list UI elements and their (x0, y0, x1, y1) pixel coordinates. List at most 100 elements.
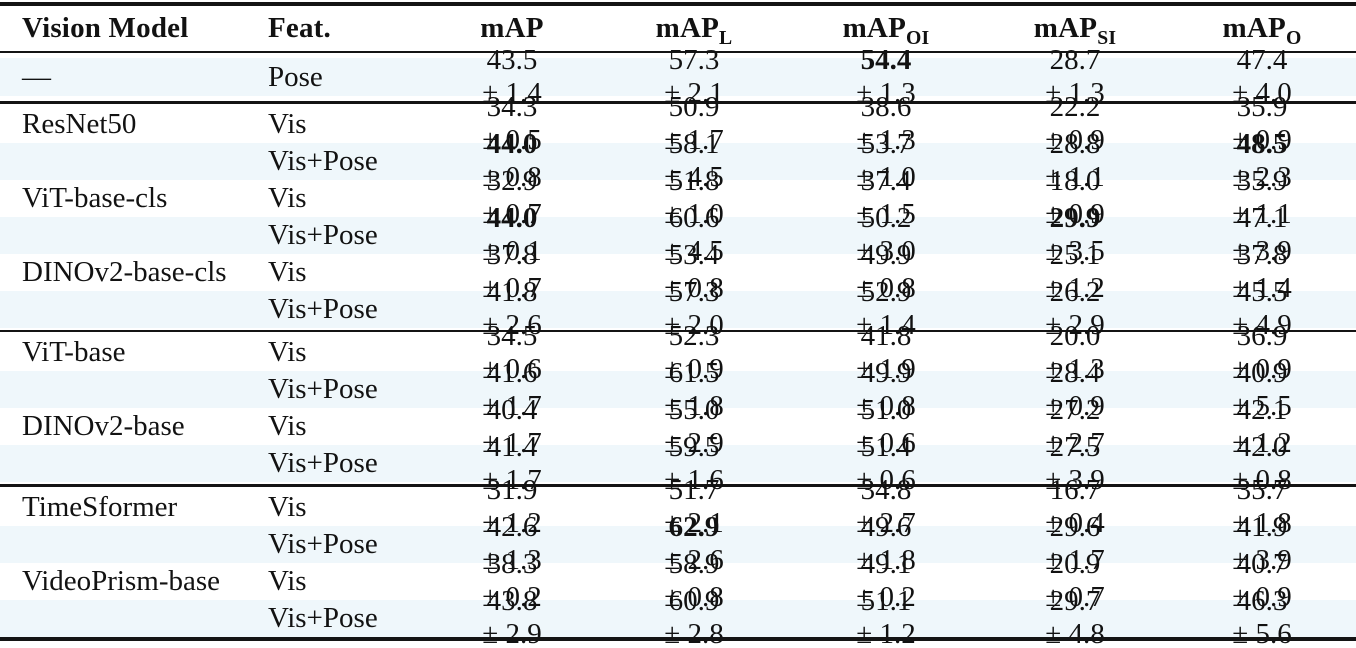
metric-value: 60.6 (668, 202, 720, 234)
metric-stddev: ± 1.8 (1232, 507, 1292, 539)
metric-stddev: ± 5.6 (1232, 618, 1292, 648)
feat-cell: Vis (268, 181, 307, 214)
metric-value-cell: 41.8 ± 2.6 (426, 276, 598, 342)
metric-value: 34.3 (486, 91, 538, 123)
table-row: ViT-base Vis 34.5 ± 0.6 52.3 ± 0.9 41.8 ± 1.… (0, 320, 1356, 385)
table-row: Vis+Pose 41.8 ± 2.6 57.3 ± 2.0 52.9 ± 1.4 26… (0, 276, 1356, 341)
column-header-map-si: mAPSI (1033, 12, 1117, 45)
metric-value-cell: 42.1 ± 1.2 (1168, 394, 1356, 460)
metric-value-cell: 42.6 ± 1.3 (426, 511, 598, 577)
model-cell: ResNet50 (22, 107, 137, 140)
table-row: Vis+Pose 44.0 ± 0.1 60.6 ± 4.5 50.2 ± 3.0 29… (0, 202, 1356, 267)
metric-stddev: ± 1.7 (482, 389, 542, 422)
metric-value-cell: 37.4 ± 1.5 (790, 165, 982, 231)
metric-value-cell: 36.9 ± 0.9 (1168, 320, 1356, 386)
metric-value: 46.3 (1236, 585, 1288, 617)
column-header-map-oi: mAPOI (842, 12, 930, 45)
metric-value-cell: 51.0 ± 0.6 (790, 394, 982, 460)
metric-value-cell: 35.9 ± 1.1 (1168, 165, 1356, 231)
metric-value: 38.3 (486, 548, 538, 580)
metric-value-cell: 38.6 ± 1.3 (790, 91, 982, 157)
metric-stddev: ± 4.8 (1045, 618, 1105, 648)
metric-value: 51.1 (860, 585, 912, 617)
metric-stddev: ± 0.4 (1045, 507, 1105, 539)
metric-value-cell: 29.6 ± 1.7 (982, 511, 1168, 577)
feat-cell: Vis (268, 336, 307, 368)
metric-value-cell: 52.9 ± 1.4 (790, 276, 982, 342)
metric-stddev: ± 0.9 (1232, 352, 1292, 385)
metric-value: 42.6 (486, 511, 538, 543)
metric-value-cell: 51.8 ± 1.0 (598, 165, 790, 231)
table-row: Vis+Pose 43.8 ± 2.9 60.9 ± 2.8 51.1 ± 1.2 29… (0, 585, 1356, 648)
metric-stddev: ± 3.9 (1232, 235, 1292, 267)
metric-value-cell: 35.9 ± 0.9 (1168, 91, 1356, 157)
metric-value-cell: 59.5 ± 1.6 (598, 431, 790, 497)
metric-stddev: ± 3.5 (1045, 235, 1105, 267)
metric-value: 54.4 (860, 44, 912, 76)
table-row: DINOv2-base-cls Vis 37.8 ± 0.7 53.4 ± 0.8 49… (0, 239, 1356, 304)
metric-value: 29.7 (1049, 585, 1101, 617)
metric-value-cell: 38.3 ± 0.2 (426, 548, 598, 614)
metric-stddev: ± 1.3 (482, 544, 542, 576)
metric-value: 40.7 (1236, 548, 1288, 580)
metric-value-cell: 40.9 ± 5.5 (1168, 357, 1356, 423)
metric-stddev: ± 4.5 (664, 235, 724, 267)
metric-value: 58.9 (668, 548, 720, 580)
metric-value-cell: 26.2 ± 2.9 (982, 276, 1168, 342)
metric-stddev: ± 2.1 (664, 507, 724, 539)
metric-stddev: ± 0.6 (482, 352, 542, 385)
metric-stddev: ± 1.3 (856, 124, 916, 156)
metric-value: 52.3 (668, 319, 720, 352)
metric-value: 37.8 (486, 239, 538, 271)
metric-stddev: ± 1.7 (482, 426, 542, 459)
metric-value: 49.9 (860, 356, 912, 389)
metric-value: 42.1 (1236, 393, 1288, 426)
metric-stddev: ± 2.7 (1045, 426, 1105, 459)
column-header-map-l: mAPL (655, 12, 733, 45)
bottom-rule (0, 636, 1356, 641)
metric-value-cell: 53.7 ± 1.0 (790, 128, 982, 194)
model-cell: DINOv2-base (22, 410, 185, 442)
metric-value: 16.7 (1049, 474, 1101, 506)
metric-value: 55.0 (668, 393, 720, 426)
header-rule (0, 51, 1356, 53)
metric-value: 37.8 (1236, 239, 1288, 271)
metric-value-cell: 40.4 ± 1.7 (426, 394, 598, 460)
section-rule (0, 101, 1356, 104)
metric-value-cell: 37.8 ± 1.4 (1168, 239, 1356, 305)
table-row: Vis+Pose 42.6 ± 1.3 62.9 ± 2.6 49.6 ± 1.8 29… (0, 511, 1356, 576)
metric-stddev: ± 1.0 (856, 161, 916, 193)
metric-stddev: ± 0.7 (482, 272, 542, 304)
metric-stddev: ± 1.1 (1045, 161, 1105, 193)
model-cell: TimeSformer (22, 490, 178, 523)
metric-value-cell: 16.7 ± 0.4 (982, 474, 1168, 540)
metric-value: 35.7 (1236, 474, 1288, 506)
metric-stddev: ± 1.2 (1045, 272, 1105, 304)
metric-value-cell: 58.1 ± 4.5 (598, 128, 790, 194)
metric-stddev: ± 1.2 (856, 618, 916, 648)
metric-stddev: ± 0.2 (482, 581, 542, 613)
metric-value-cell: 27.2 ± 2.7 (982, 394, 1168, 460)
table-body: — Pose 43.5 ± 1.4 57.3 ± 2.1 54.4 ± 1.3 28.7 … (0, 44, 1356, 648)
column-header-vision-model: Vision Model (22, 12, 189, 44)
metric-value: 44.0 (486, 128, 538, 160)
metric-value: 50.9 (668, 91, 720, 123)
metric-stddev: ± 2.6 (482, 309, 542, 341)
metric-stddev: ± 1.3 (1045, 352, 1105, 385)
metric-stddev: ± 0.1 (482, 235, 542, 267)
metric-value: 50.2 (860, 202, 912, 234)
metric-value-cell: 27.5 ± 3.9 (982, 431, 1168, 497)
model-cell: DINOv2-base-cls (22, 255, 227, 288)
metric-value-cell: 25.1 ± 1.2 (982, 239, 1168, 305)
metric-value: 41.9 (1236, 511, 1288, 543)
metric-value: 41.8 (486, 276, 538, 308)
metric-stddev: ± 4.9 (1232, 309, 1292, 341)
section-rule (0, 484, 1356, 487)
metric-value: 36.9 (1236, 319, 1288, 352)
metric-value-cell: 54.4 ± 1.3 (790, 44, 982, 110)
metric-stddev: ± 1.5 (856, 198, 916, 230)
metric-value: 29.9 (1049, 202, 1101, 234)
metric-value: 57.3 (668, 276, 720, 308)
metric-value: 38.6 (860, 91, 912, 123)
